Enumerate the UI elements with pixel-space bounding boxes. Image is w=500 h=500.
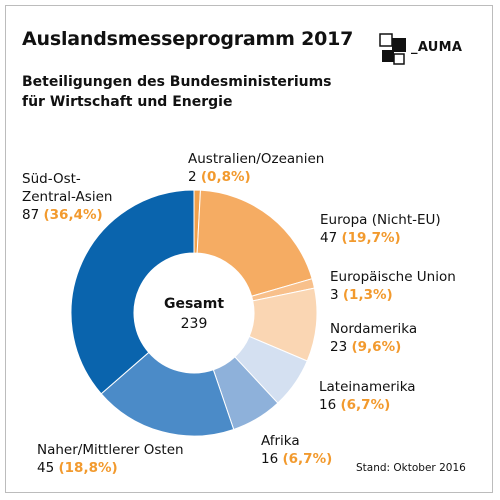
chart-title: Auslandsmesseprogramm 2017 [22, 28, 354, 50]
slice-label-name: Australien/Ozeanien [188, 151, 325, 167]
slice-percent: (36,4%) [43, 207, 103, 223]
slice-label: Süd-Ost- Zentral-Asien 87 (36,4%) [22, 170, 112, 224]
center-total-value: 239 [180, 316, 208, 332]
slice-count: 16 [261, 451, 283, 467]
slice-label: Europäische Union 3 (1,3%) [330, 268, 456, 304]
donut-hole [134, 253, 254, 373]
slice-label: Nordamerika 23 (9,6%) [330, 320, 417, 356]
slice-label-value: 87 (36,4%) [22, 206, 112, 224]
slice-percent: (19,7%) [341, 230, 401, 246]
slice-count: 23 [330, 339, 352, 355]
slice-label-value: 23 (9,6%) [330, 338, 417, 356]
slice-label-name: Süd-Ost- [22, 171, 81, 187]
slice-count: 16 [319, 397, 341, 413]
logo-text: AUMA [411, 40, 462, 55]
slice-count: 2 [188, 169, 201, 185]
slice-count: 47 [320, 230, 342, 246]
slice-label-name: Europäische Union [330, 269, 456, 285]
subtitle-line-1: Beteiligungen des Bundesministeriums [22, 74, 332, 90]
slice-label-name: Naher/Mittlerer Osten [37, 442, 184, 458]
slice-label-name: Europa (Nicht-EU) [320, 212, 441, 228]
slice-percent: (6,7%) [282, 451, 333, 467]
slice-percent: (6,7%) [340, 397, 391, 413]
slice-label-value: 16 (6,7%) [261, 450, 332, 468]
slice-percent: (0,8%) [200, 169, 251, 185]
slice-label: Europa (Nicht-EU) 47 (19,7%) [320, 211, 441, 247]
slice-label: Australien/Ozeanien 2 (0,8%) [188, 150, 324, 186]
slice-label-value: 47 (19,7%) [320, 229, 441, 247]
slice-label-name: Afrika [261, 433, 300, 449]
auma-logo-icon [379, 33, 406, 65]
slice-label: Lateinamerika 16 (6,7%) [319, 378, 416, 414]
slice-count: 87 [22, 207, 44, 223]
slice-label: Afrika 16 (6,7%) [261, 432, 332, 468]
subtitle-line-2: für Wirtschaft und Energie [22, 94, 233, 110]
slice-count: 3 [330, 287, 343, 303]
slice-percent: (1,3%) [342, 287, 393, 303]
slice-count: 45 [37, 460, 59, 476]
footnote: Stand: Oktober 2016 [356, 462, 466, 474]
chart-subtitle: Beteiligungen des Bundesministeriums für… [22, 72, 362, 112]
slice-label-value: 45 (18,8%) [37, 459, 184, 477]
slice-label: Naher/Mittlerer Osten 45 (18,8%) [37, 441, 184, 477]
slice-label-value: 3 (1,3%) [330, 286, 456, 304]
slice-label-value: 16 (6,7%) [319, 396, 416, 414]
slice-percent: (9,6%) [351, 339, 402, 355]
slice-label-name: Nordamerika [330, 321, 418, 337]
slice-label-value: 2 (0,8%) [188, 168, 324, 186]
slice-label-name: Zentral-Asien [22, 189, 113, 205]
center-total-label: Gesamt [163, 296, 225, 312]
slice-label-name: Lateinamerika [319, 379, 416, 395]
slice-percent: (18,8%) [58, 460, 118, 476]
